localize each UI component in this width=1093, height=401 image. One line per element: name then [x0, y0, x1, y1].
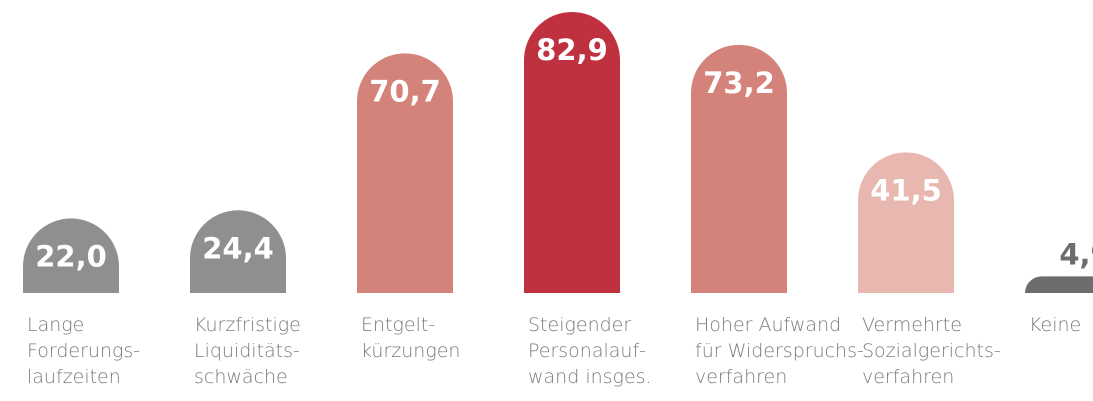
- bar: [858, 152, 954, 293]
- category-label: Hoher Aufwand für Widerspruchs- verfahre…: [695, 314, 864, 388]
- value-label: 4,9: [1059, 237, 1093, 271]
- value-label: 82,9: [536, 33, 608, 67]
- category-label: Lange Forderungs- laufzeiten: [27, 314, 141, 388]
- value-label: 70,7: [369, 74, 441, 108]
- value-label: 41,5: [870, 173, 942, 207]
- bar: [23, 218, 119, 293]
- value-label: 24,4: [202, 231, 274, 265]
- category-label: Entgelt- kürzungen: [361, 314, 461, 362]
- category-label: Keine: [1029, 314, 1082, 336]
- bar: [1025, 276, 1093, 293]
- category-label: Vermehrte Sozialgerichts- verfahren: [862, 314, 1001, 388]
- bar: [190, 210, 286, 293]
- bar: [524, 12, 620, 293]
- category-label: Kurzfristige Liquiditäts- schwäche: [194, 314, 301, 388]
- value-label: 22,0: [35, 239, 107, 273]
- category-label: Steigender Personalauf- wand insges.: [528, 314, 652, 388]
- value-label: 73,2: [703, 66, 775, 100]
- bar: [357, 53, 453, 293]
- bar: [691, 44, 787, 294]
